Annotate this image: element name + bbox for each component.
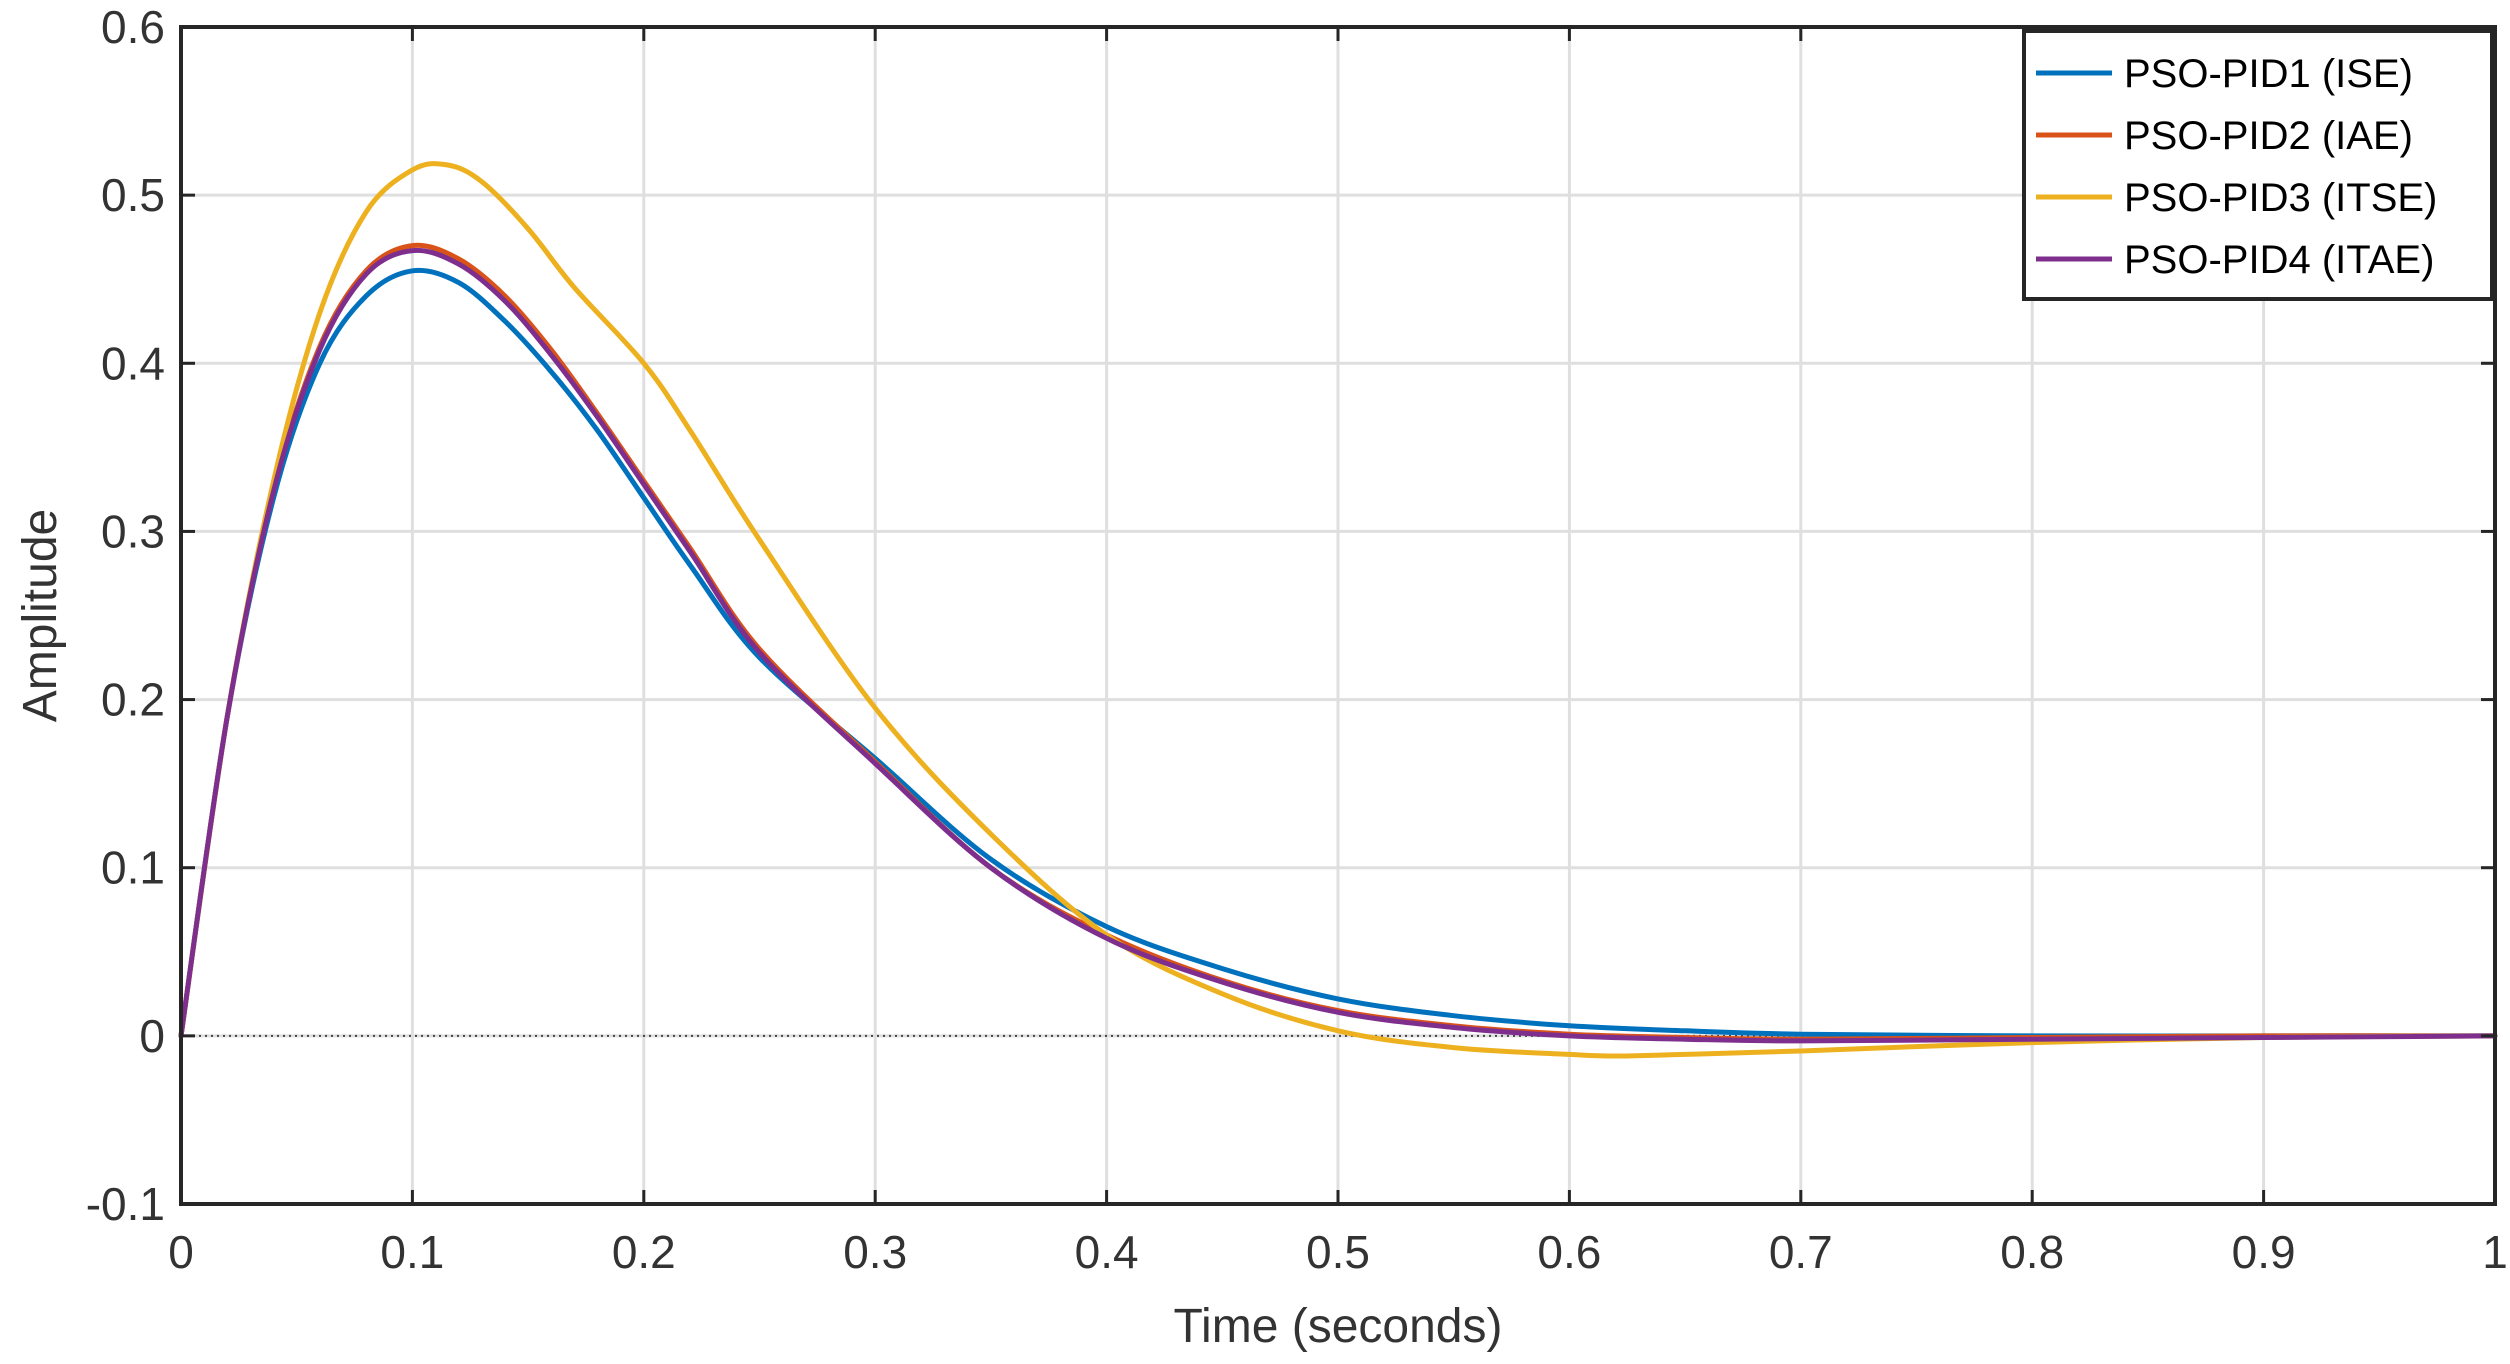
legend-label: PSO-PID4 (ITAE) [2124,238,2434,282]
y-tick-label: 0.4 [101,337,165,389]
legend-label: PSO-PID2 (IAE) [2124,114,2413,158]
y-tick-label: 0 [139,1010,165,1062]
x-tick-label: 0.5 [1306,1226,1370,1278]
legend: PSO-PID1 (ISE) PSO-PID2 (IAE) PSO-PID3 (IT… [2022,29,2494,301]
series-layer [178,161,2498,1059]
x-tick-label: 0.2 [612,1226,676,1278]
x-tick-label: 1 [2482,1226,2508,1278]
legend-box [2022,29,2494,301]
y-tick-label: 0.1 [101,842,165,894]
x-tick-label: 0.7 [1769,1226,1833,1278]
series-line-4 [178,247,2498,1044]
axis-ticks: 0 0.1 0.2 0.3 0.4 0.5 0.6 0.7 0.8 0.9 1-0.100.10.2… [86,1,2508,1278]
x-tick-label: 0.3 [843,1226,907,1278]
x-axis-label: Time (seconds) [1174,1300,1503,1353]
x-tick-label: 0.8 [2000,1226,2064,1278]
y-tick-label: 0.2 [101,674,165,726]
x-tick-label: 0.6 [1537,1226,1601,1278]
legend-label: PSO-PID3 (ITSE) [2124,176,2437,220]
series-line-3 [178,161,2498,1059]
y-axis-label: Amplitude [14,509,67,722]
y-tick-label: 0.3 [101,505,165,557]
legend-label: PSO-PID1 (ISE) [2124,52,2413,96]
y-tick-label: 0.6 [101,1,165,53]
x-tick-label: 0 [168,1226,194,1278]
y-tick-label: 0.5 [101,169,165,221]
x-tick-label: 0.1 [380,1226,444,1278]
y-tick-label: -0.1 [86,1178,165,1230]
x-tick-label: 0.9 [2232,1226,2296,1278]
x-tick-label: 0.4 [1075,1226,1139,1278]
